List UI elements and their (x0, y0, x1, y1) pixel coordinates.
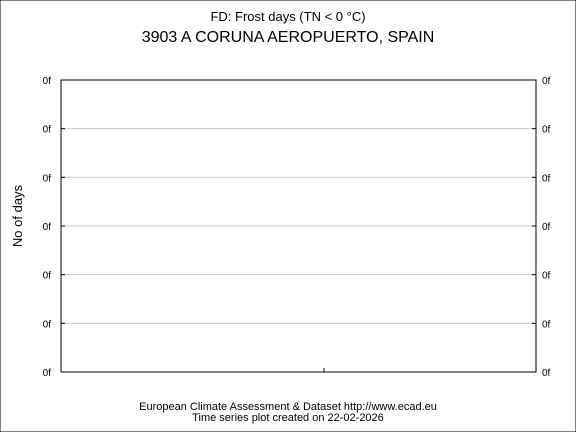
y-tick-label-left: 0f (43, 222, 52, 233)
chart-subtitle: 3903 A CORUNA AEROPUERTO, SPAIN (142, 29, 435, 46)
y-tick-label-left: 0f (43, 368, 52, 379)
y-tick-label-right: 0f (542, 76, 551, 87)
footer-created: Time series plot created on 22-02-2026 (192, 412, 384, 424)
y-tick-label-left: 0f (43, 125, 52, 136)
y-tick-label-right: 0f (542, 125, 551, 136)
y-tick-label-left: 0f (43, 319, 52, 330)
y-tick-label-right: 0f (542, 222, 551, 233)
y-axis-right: 0f 0f 0f 0f 0f 0f 0f (532, 76, 551, 379)
y-tick-label-left: 0f (43, 76, 52, 87)
y-tick-label-right: 0f (542, 271, 551, 282)
y-tick-label-right: 0f (542, 173, 551, 184)
chart-title: FD: Frost days (TN < 0 °C) (210, 9, 365, 24)
y-axis-left: 0f 0f 0f 0f 0f 0f 0f (43, 76, 65, 379)
footer-source: European Climate Assessment & Dataset ht… (139, 401, 437, 413)
y-tick-label-left: 0f (43, 271, 52, 282)
y-tick-label-right: 0f (542, 368, 551, 379)
y-axis-label: No of days (10, 184, 25, 247)
y-tick-label-left: 0f (43, 173, 52, 184)
y-tick-label-right: 0f (542, 319, 551, 330)
grid-lines (61, 128, 536, 324)
